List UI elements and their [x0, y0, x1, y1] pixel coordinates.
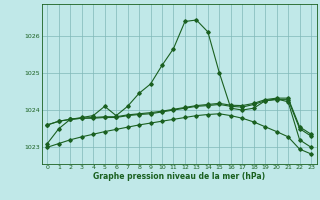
X-axis label: Graphe pression niveau de la mer (hPa): Graphe pression niveau de la mer (hPa) — [93, 172, 265, 181]
